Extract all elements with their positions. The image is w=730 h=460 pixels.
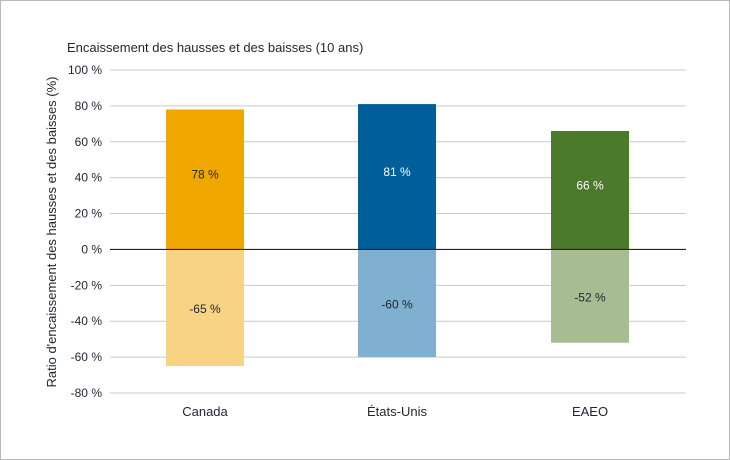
x-tick-label: Canada	[182, 404, 228, 419]
upside-capture-bar	[551, 131, 629, 250]
upside-capture-bar	[166, 109, 244, 250]
data-label: -60 %	[381, 297, 413, 311]
y-tick-label: 0 %	[81, 242, 102, 256]
data-label: 78 %	[191, 168, 219, 182]
data-label: 66 %	[576, 178, 604, 192]
y-tick-label: 100 %	[68, 63, 102, 77]
y-tick-label: -20 %	[71, 278, 103, 292]
data-label: -52 %	[574, 290, 606, 304]
y-axis-label: Ratio d'encaissement des hausses et des …	[44, 76, 59, 387]
x-tick-label: États-Unis	[367, 404, 427, 419]
downside-capture-bar	[551, 249, 629, 343]
y-tick-label: -60 %	[71, 350, 103, 364]
bars	[166, 104, 629, 367]
x-tick-label: EAEO	[572, 404, 608, 419]
y-tick-label: -80 %	[71, 386, 103, 400]
y-tick-label: -40 %	[71, 314, 103, 328]
data-label: -65 %	[189, 302, 221, 316]
upside-capture-bar	[358, 104, 436, 250]
y-tick-label: 60 %	[75, 135, 103, 149]
y-tick-label: 80 %	[75, 99, 103, 113]
data-label: 81 %	[383, 165, 411, 179]
data-labels: 78 % 81 % 66 % -65 % -60 % -52 %	[189, 165, 606, 316]
downside-capture-bar	[166, 249, 244, 367]
chart-title: Encaissement des hausses et des baisses …	[67, 40, 363, 55]
axes: 100 % 80 % 60 % 40 % 20 % 0 % -20 % -40 % -60 % -…	[68, 63, 686, 419]
y-tick-label: 40 %	[75, 171, 103, 185]
downside-capture-bar	[358, 249, 436, 358]
y-tick-label: 20 %	[75, 207, 103, 221]
